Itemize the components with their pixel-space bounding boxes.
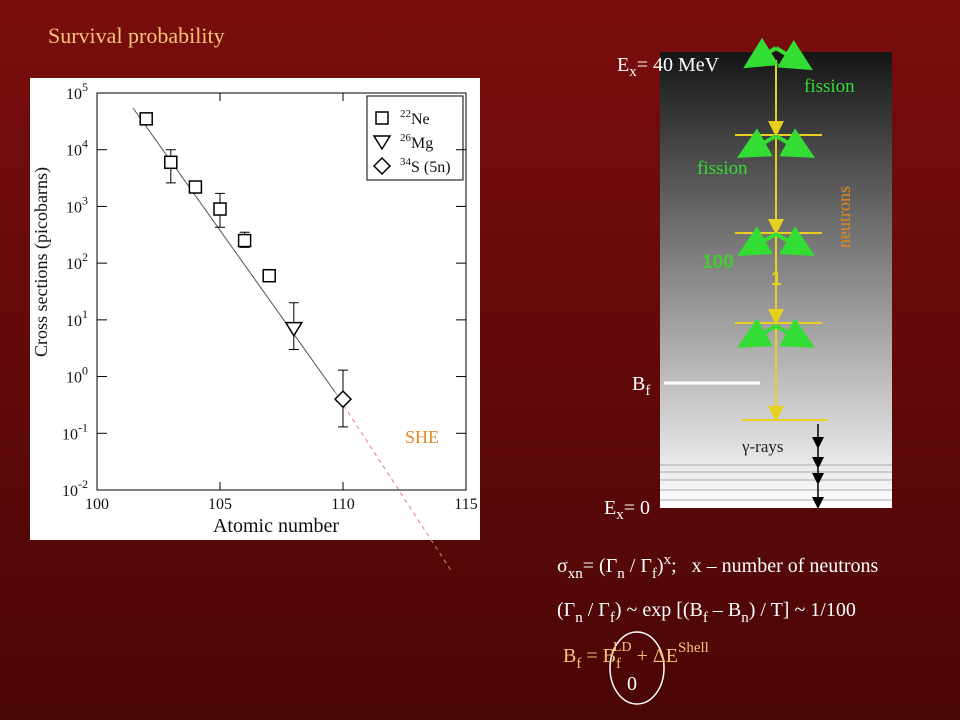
legend-label: 26Mg [400, 132, 433, 152]
y-tick-base: 10 [66, 313, 82, 330]
formula: σxn= (Γn / Γf)x; x – number of neutrons [557, 552, 878, 582]
x-tick-label: 100 [85, 496, 109, 513]
annotation: SHE [405, 427, 439, 447]
neutrons-label: neutrons [834, 186, 854, 248]
formula: Bf = BfLD + ΔEShell [563, 640, 709, 672]
formula: (Γn / Γf) ~ exp [(Bf – Bn) / T] ~ 1/100 [557, 599, 856, 626]
y-tick-label: 101 [66, 307, 88, 330]
x-tick-label: 105 [208, 496, 232, 513]
legend-isotope: 22 [400, 108, 411, 120]
fission-label: fission [804, 76, 855, 97]
y-tick-label: 100 [66, 364, 88, 387]
barrier-label: Bf [632, 373, 650, 399]
legend-name: Ne [411, 111, 430, 128]
slide-title: Survival probability [48, 23, 225, 48]
data-point [262, 268, 276, 283]
count-label: 1 [771, 269, 782, 290]
fission-label: fission [697, 158, 748, 179]
y-tick-exponent: 0 [82, 364, 88, 378]
y-tick-exponent: 5 [82, 80, 88, 94]
legend-marker [372, 156, 392, 176]
y-tick-base: 10 [62, 426, 78, 443]
y-tick-exponent: 1 [82, 307, 88, 321]
trend-line [132, 107, 336, 393]
y-tick-label: 105 [66, 80, 88, 103]
legend-isotope: 34 [400, 156, 412, 168]
data-point [164, 155, 178, 170]
x-tick-label: 110 [331, 496, 354, 513]
y-tick-base: 10 [66, 199, 82, 216]
x-tick-label: 115 [454, 496, 477, 513]
data-point [139, 112, 153, 126]
y-tick-exponent: 2 [82, 250, 88, 264]
y-tick-base: 10 [66, 86, 82, 103]
y-tick-label: 104 [66, 137, 88, 160]
y-tick-base: 10 [62, 483, 78, 500]
trend-extrapolation [334, 391, 453, 573]
legend-marker [375, 111, 389, 125]
count-label: 100 [702, 252, 734, 273]
x-axis-label: Atomic number [213, 515, 339, 537]
y-tick-base: 10 [66, 370, 82, 387]
data-point [188, 180, 203, 194]
y-tick-base: 10 [66, 143, 82, 160]
excited-label: Ex= 40 MeV [617, 54, 720, 80]
legend-name: S (5n) [411, 159, 451, 176]
y-tick-exponent: 3 [82, 193, 88, 207]
y-tick-exponent: 4 [82, 137, 88, 151]
y-tick-label: 103 [66, 193, 88, 216]
y-tick-base: 10 [66, 256, 82, 273]
data-point [284, 321, 304, 338]
data-point [237, 233, 252, 248]
formula-circle [609, 631, 665, 705]
formula-note: 0 [627, 673, 637, 695]
fission-arrows [737, 37, 815, 348]
legend-isotope: 26 [400, 132, 412, 144]
legend-name: Mg [411, 135, 433, 152]
legend-marker [372, 135, 392, 151]
ground-label: Ex= 0 [604, 497, 650, 523]
y-tick-exponent: -1 [78, 420, 88, 434]
gamma-label: γ-rays [741, 437, 784, 456]
y-tick-exponent: -2 [78, 477, 88, 491]
y-tick-label: 10-2 [62, 477, 88, 500]
ground-levels [660, 464, 892, 501]
legend-label: 34S (5n) [400, 156, 451, 176]
y-tick-label: 102 [66, 250, 88, 273]
plot-frame [96, 92, 467, 491]
data-point [213, 202, 227, 216]
y-axis-label: Cross sections (picobarns) [31, 167, 52, 357]
data-point [333, 390, 353, 409]
y-tick-label: 10-1 [62, 420, 88, 443]
legend-label: 22Ne [400, 108, 430, 128]
